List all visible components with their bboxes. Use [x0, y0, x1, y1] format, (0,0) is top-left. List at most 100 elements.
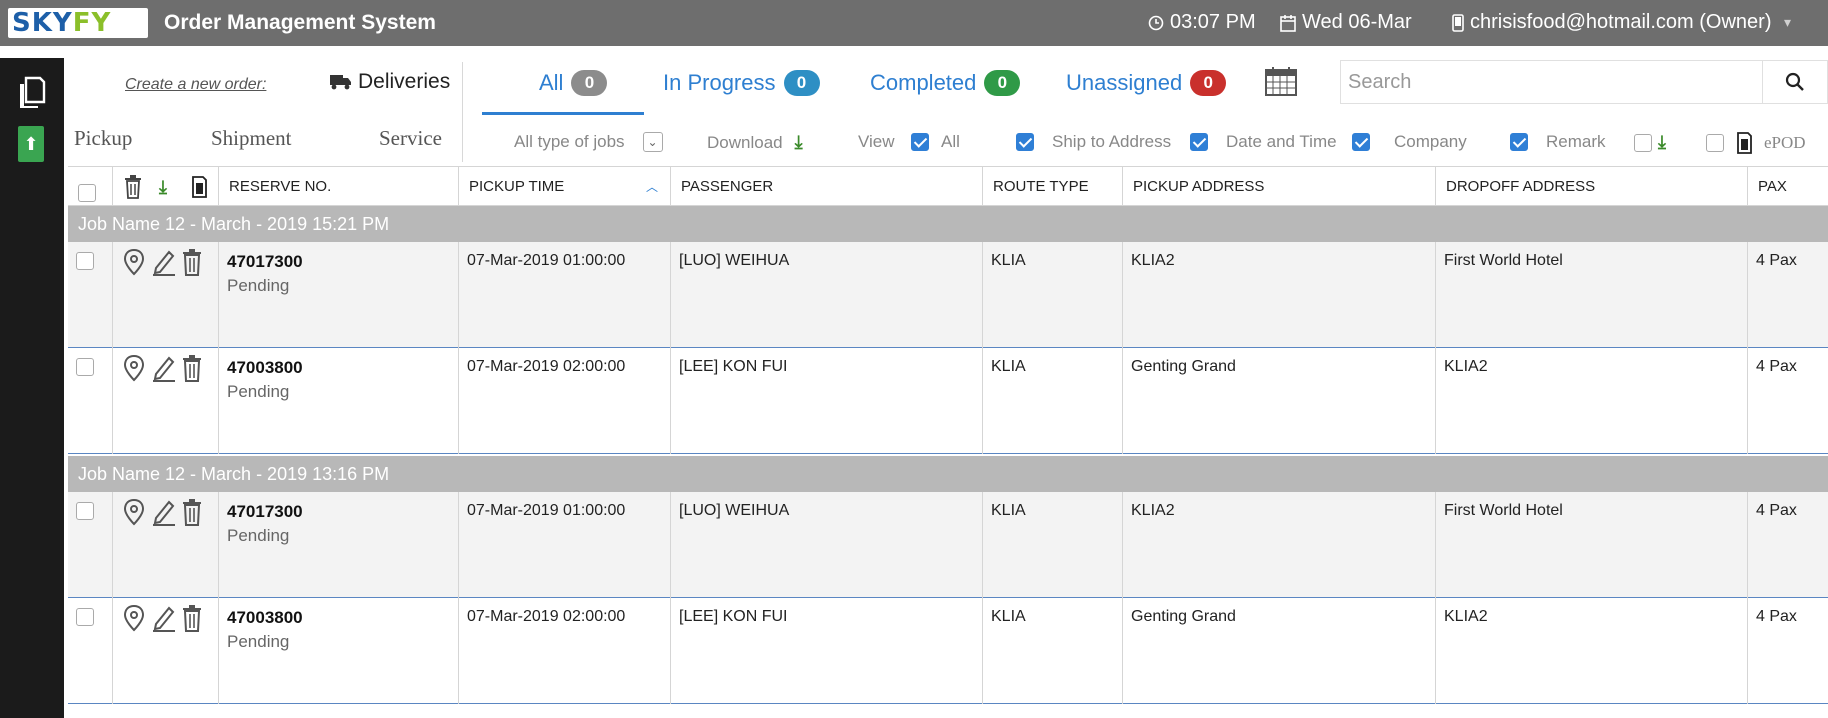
download-arrow-icon[interactable]: ⤓: [159, 177, 167, 197]
location-pin-icon[interactable]: [121, 498, 147, 526]
table-row[interactable]: 47017300 Pending 07-Mar-2019 01:00:00 [L…: [68, 492, 1828, 598]
route-type-cell: KLIA: [982, 492, 1122, 598]
pickup-time-cell: 07-Mar-2019 02:00:00: [458, 348, 670, 454]
skyfy-logo[interactable]: SKY FY: [8, 8, 148, 38]
location-pin-icon[interactable]: [121, 604, 147, 632]
route-type-cell: KLIA: [982, 348, 1122, 454]
col-reserve-no[interactable]: RESERVE NO.: [218, 167, 458, 207]
col-dropoff-address[interactable]: DROPOFF ADDRESS: [1435, 167, 1747, 207]
status-tab-unassigned[interactable]: Unassigned 0: [1066, 70, 1227, 96]
location-pin-icon[interactable]: [121, 354, 147, 382]
trash-icon[interactable]: [123, 175, 143, 199]
trash-icon[interactable]: [179, 604, 205, 632]
calendar-icon[interactable]: [1264, 66, 1298, 96]
tab-service[interactable]: Service: [379, 126, 442, 150]
user-email: chrisisfood@hotmail.com (Owner): [1470, 11, 1772, 33]
pickup-address-cell: KLIA2: [1122, 242, 1435, 348]
col-pickup-address[interactable]: PICKUP ADDRESS: [1122, 167, 1435, 207]
deliveries-selector[interactable]: Deliveries: [330, 70, 450, 94]
pickup-address-cell: Genting Grand: [1122, 348, 1435, 454]
pickup-time-cell: 07-Mar-2019 02:00:00: [458, 598, 670, 704]
col-passenger[interactable]: PASSENGER: [670, 167, 982, 207]
checkbox[interactable]: [1634, 133, 1652, 152]
edit-pencil-icon[interactable]: [151, 354, 177, 382]
tab-pickup[interactable]: Pickup: [74, 126, 133, 150]
checkbox[interactable]: [1190, 133, 1208, 151]
reserve-number[interactable]: 47003800: [227, 608, 303, 627]
count-badge: 0: [984, 70, 1021, 96]
location-pin-icon[interactable]: [121, 248, 147, 276]
reserve-number[interactable]: 47017300: [227, 502, 303, 521]
checkbox[interactable]: [911, 133, 929, 151]
edit-pencil-icon[interactable]: [151, 498, 177, 526]
col-pickup-time[interactable]: PICKUP TIME ︿: [458, 167, 670, 207]
status-tab-in-progress[interactable]: In Progress 0: [663, 70, 820, 96]
row-checkbox[interactable]: [76, 252, 94, 270]
job-type-dropdown[interactable]: All type of jobs ⌄: [514, 132, 663, 152]
trash-icon[interactable]: [179, 248, 205, 276]
company-checkbox[interactable]: Company: [1352, 132, 1467, 152]
row-actions-cell: [112, 242, 218, 348]
create-new-order-link[interactable]: Create a new order:: [125, 76, 267, 93]
row-actions-cell: [112, 598, 218, 704]
table-row[interactable]: 47003800 Pending 07-Mar-2019 02:00:00 [L…: [68, 348, 1828, 454]
epod-label: ePOD: [1764, 133, 1806, 152]
remark-label: Remark: [1546, 132, 1606, 151]
checkbox[interactable]: [1510, 133, 1528, 151]
row-select-cell: [68, 242, 112, 348]
search-button[interactable]: [1762, 60, 1828, 104]
checkbox[interactable]: [1352, 133, 1370, 151]
epod-checkbox[interactable]: ePOD: [1706, 132, 1806, 154]
pax-cell: 4 Pax: [1747, 598, 1828, 704]
user-menu[interactable]: chrisisfood@hotmail.com (Owner): [1452, 11, 1772, 34]
edit-pencil-icon[interactable]: [151, 604, 177, 632]
reserve-number[interactable]: 47017300: [227, 252, 303, 271]
chevron-down-icon[interactable]: ▾: [1784, 14, 1792, 30]
edit-pencil-icon[interactable]: [151, 248, 177, 276]
row-checkbox[interactable]: [76, 358, 94, 376]
upload-icon[interactable]: ⬆: [18, 126, 44, 162]
ship-to-address-checkbox[interactable]: Ship to Address: [1016, 132, 1171, 152]
row-checkbox[interactable]: [76, 608, 94, 626]
trash-icon[interactable]: [179, 354, 205, 382]
table-row[interactable]: 47003800 Pending 07-Mar-2019 02:00:00 [L…: [68, 598, 1828, 704]
trash-icon[interactable]: [179, 498, 205, 526]
checkbox[interactable]: [1016, 133, 1034, 151]
search-input[interactable]: [1344, 64, 1754, 100]
date-and-time-checkbox[interactable]: Date and Time: [1190, 132, 1337, 152]
row-select-cell: [68, 348, 112, 454]
row-select-cell: [68, 598, 112, 704]
col-pickup-time-label: PICKUP TIME: [469, 178, 565, 195]
checkbox[interactable]: [1706, 134, 1724, 152]
col-route-type[interactable]: ROUTE TYPE: [982, 167, 1122, 207]
table-row[interactable]: 47017300 Pending 07-Mar-2019 01:00:00 [L…: [68, 242, 1828, 348]
reserve-number[interactable]: 47003800: [227, 358, 303, 377]
pickup-address-cell: Genting Grand: [1122, 598, 1435, 704]
row-actions-cell: [112, 348, 218, 454]
epod-document-icon[interactable]: [189, 176, 207, 198]
view-all-checkbox[interactable]: All: [911, 132, 960, 152]
remark-checkbox[interactable]: Remark: [1510, 132, 1606, 152]
status-tab-all[interactable]: All 0: [539, 70, 608, 96]
logo-text-fy: FY: [72, 8, 112, 38]
download-column-checkbox[interactable]: ⤓: [1634, 132, 1666, 153]
route-type-cell: KLIA: [982, 242, 1122, 348]
select-all-checkbox[interactable]: [78, 183, 96, 202]
reserve-cell: 47017300 Pending: [218, 242, 458, 348]
tab-shipment[interactable]: Shipment: [211, 126, 292, 150]
epod-document-icon: [1737, 132, 1752, 154]
status-text: Pending: [227, 276, 290, 295]
passenger-cell: [LEE] KON FUI: [670, 598, 982, 704]
col-pax[interactable]: PAX: [1747, 167, 1828, 207]
sort-asc-icon[interactable]: ︿: [645, 180, 658, 194]
current-time: 03:07 PM: [1170, 11, 1256, 33]
tab-label: All: [539, 70, 564, 95]
pickup-address-cell: KLIA2: [1122, 492, 1435, 598]
download-label: Download: [707, 132, 783, 152]
row-checkbox[interactable]: [76, 502, 94, 520]
table-header: ⤓ RESERVE NO. PICKUP TIME ︿ PASSENGER RO…: [68, 166, 1828, 207]
status-tab-completed[interactable]: Completed 0: [870, 70, 1021, 96]
view-all-label: All: [941, 132, 960, 151]
download-button[interactable]: Download ⤓: [707, 132, 803, 153]
copy-orders-icon[interactable]: [16, 76, 46, 110]
